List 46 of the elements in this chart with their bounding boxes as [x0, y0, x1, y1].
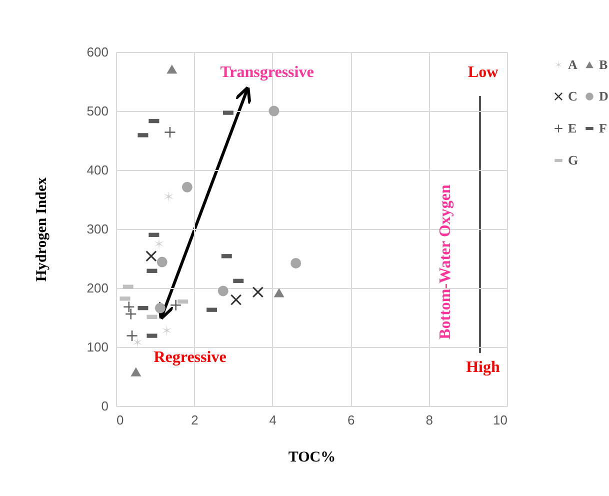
y-tick-label: 500: [86, 104, 108, 118]
y-axis-title: Hydrogen Index: [34, 176, 50, 282]
point: [164, 126, 176, 138]
y-tick-label: 200: [86, 280, 108, 296]
legend-label: E: [568, 120, 577, 136]
legend-label: A: [568, 56, 578, 72]
point: [162, 324, 172, 336]
x-tick-label: 2: [191, 412, 198, 428]
x-tick-label: 8: [426, 412, 433, 428]
point: [268, 106, 280, 116]
point: [154, 302, 166, 314]
y-tick-label: 400: [86, 162, 108, 178]
annotation: High: [466, 359, 500, 376]
point: [154, 238, 164, 250]
x-tick-label: 4: [269, 412, 277, 428]
point: [126, 330, 138, 342]
point: [130, 367, 142, 376]
point: [182, 182, 192, 192]
x-tick-label: 0: [116, 412, 124, 428]
point: [166, 64, 178, 74]
y-tick-label: 0: [101, 398, 108, 414]
x-tick-label: 6: [347, 412, 355, 428]
point: [170, 300, 182, 310]
y-tick-label: 300: [86, 222, 108, 236]
annotation: Low: [468, 64, 499, 81]
annotation: Regressive: [154, 349, 226, 366]
point: [132, 336, 142, 348]
point: [146, 250, 157, 262]
point: [252, 286, 264, 298]
point: [126, 308, 136, 320]
point: [218, 286, 228, 296]
legend-label: C: [568, 88, 578, 104]
legend-label: D: [599, 88, 608, 104]
x-tick-label: 10: [493, 412, 508, 428]
point: [156, 256, 168, 268]
legend-label: F: [599, 120, 607, 136]
annotation: Transgressive: [220, 64, 314, 81]
x-axis-title: TOC%: [288, 450, 336, 466]
y-tick-label: 600: [86, 44, 108, 60]
y-tick-label: 100: [86, 340, 108, 354]
point: [290, 258, 302, 268]
point: [274, 288, 284, 298]
legend-label: G: [568, 152, 578, 168]
annotation: Bottom-Water Oxygen: [437, 184, 454, 340]
legend-label: B: [599, 56, 608, 72]
point: [164, 190, 174, 202]
